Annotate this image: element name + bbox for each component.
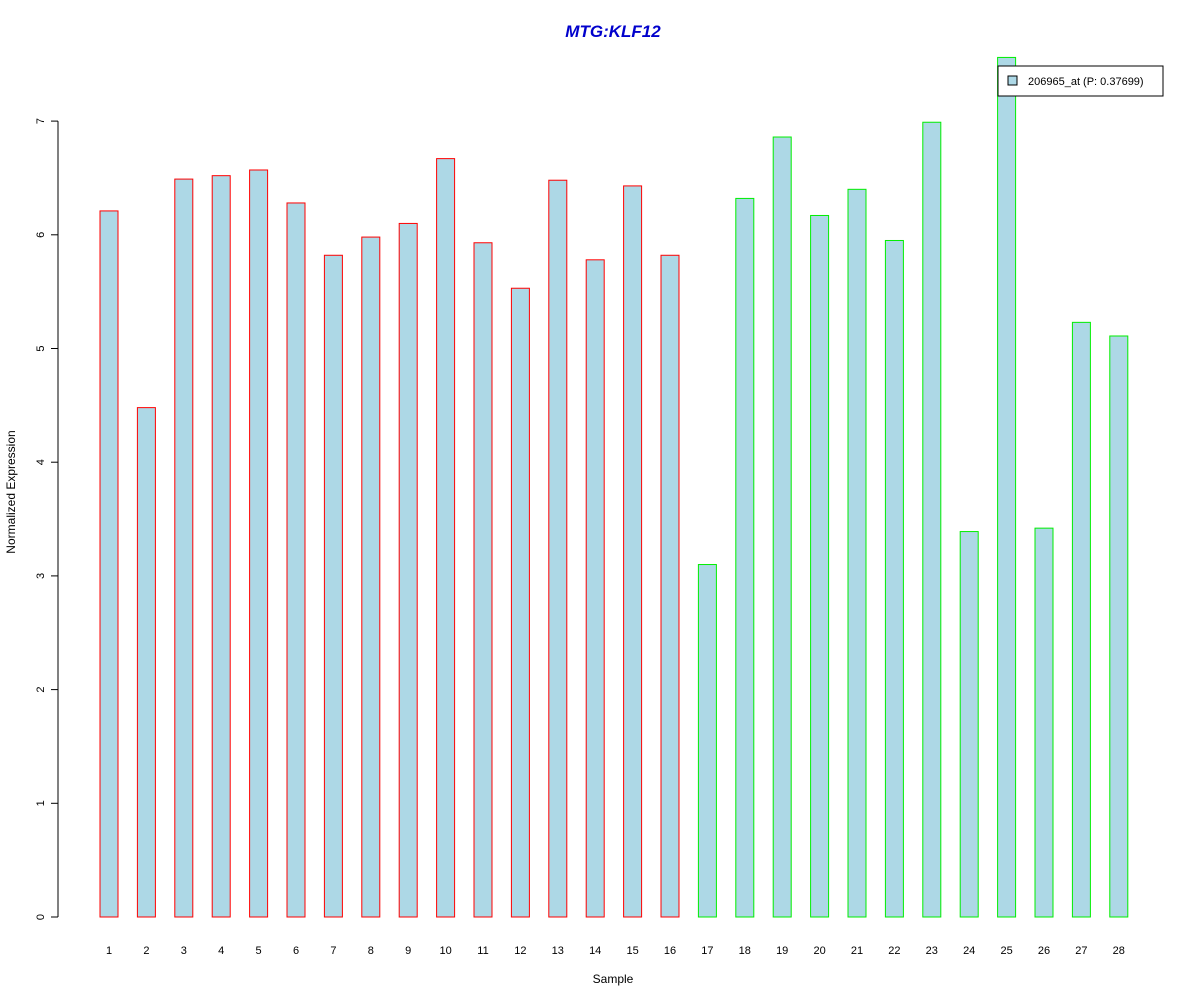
x-tick-label: 5 bbox=[256, 945, 262, 957]
y-axis: 0 1 2 3 4 5 6 7 bbox=[35, 118, 59, 920]
bar-sample-18 bbox=[735, 197, 755, 918]
bar-sample-21 bbox=[847, 188, 867, 918]
x-tick-label: 27 bbox=[1075, 945, 1087, 957]
bar-sample-25 bbox=[997, 56, 1017, 918]
bar-sample-11 bbox=[473, 242, 493, 918]
x-tick-label: 16 bbox=[664, 945, 676, 957]
x-tick-label: 22 bbox=[888, 945, 900, 957]
bar-sample-12 bbox=[510, 287, 530, 918]
bar-sample-22 bbox=[884, 239, 904, 918]
bar-sample-19 bbox=[772, 136, 792, 918]
y-tick-label: 5 bbox=[35, 345, 47, 351]
bar-sample-9 bbox=[398, 222, 418, 918]
bar-sample-10 bbox=[436, 158, 456, 918]
y-tick-label: 4 bbox=[35, 459, 47, 465]
x-tick-label: 11 bbox=[477, 945, 488, 957]
x-tick-label: 2 bbox=[143, 945, 149, 957]
bars bbox=[99, 56, 1129, 918]
bar-sample-6 bbox=[286, 202, 306, 918]
x-tick-label: 23 bbox=[926, 945, 938, 957]
legend: 206965_at (P: 0.37699) bbox=[997, 65, 1164, 97]
x-tick-label: 25 bbox=[1000, 945, 1012, 957]
x-tick-label: 26 bbox=[1038, 945, 1050, 957]
y-tick-label: 0 bbox=[35, 914, 47, 920]
x-tick-label: 20 bbox=[813, 945, 825, 957]
x-tick-label: 13 bbox=[552, 945, 564, 957]
y-tick-label: 2 bbox=[35, 687, 47, 693]
x-tick-label: 18 bbox=[739, 945, 751, 957]
bar-sample-15 bbox=[623, 185, 643, 918]
x-axis-label: Sample bbox=[593, 972, 634, 986]
bar-sample-1 bbox=[99, 210, 119, 918]
x-tick-label: 19 bbox=[776, 945, 788, 957]
x-tick-label: 7 bbox=[330, 945, 336, 957]
bar-sample-2 bbox=[136, 407, 156, 918]
bar-sample-26 bbox=[1034, 527, 1054, 918]
y-tick-label: 3 bbox=[35, 573, 47, 579]
x-tick-label: 17 bbox=[701, 945, 713, 957]
x-tick-label: 8 bbox=[368, 945, 374, 957]
bar-sample-3 bbox=[174, 178, 194, 918]
x-tick-label: 4 bbox=[218, 945, 224, 957]
y-tick-label: 6 bbox=[35, 232, 47, 238]
bar-sample-27 bbox=[1071, 321, 1091, 918]
bar-sample-16 bbox=[660, 254, 680, 918]
x-tick-label: 28 bbox=[1113, 945, 1125, 957]
x-tick-label: 12 bbox=[514, 945, 526, 957]
bar-sample-14 bbox=[585, 259, 605, 918]
bar-sample-17 bbox=[697, 564, 717, 918]
bar-sample-4 bbox=[211, 175, 231, 918]
x-tick-label: 14 bbox=[589, 945, 601, 957]
x-tick-labels: 1 2 3 4 5 6 7 8 9 10 11 12 13 14 15 16 17 18 19 20 21 22 23 24 2… bbox=[106, 945, 1125, 957]
x-tick-label: 15 bbox=[626, 945, 638, 957]
x-tick-label: 10 bbox=[439, 945, 451, 957]
bar-sample-7 bbox=[323, 254, 343, 918]
x-tick-label: 21 bbox=[851, 945, 863, 957]
bar-sample-5 bbox=[249, 169, 269, 918]
bar-sample-13 bbox=[548, 179, 568, 918]
x-tick-label: 3 bbox=[181, 945, 187, 957]
x-tick-label: 1 bbox=[106, 945, 112, 957]
bar-sample-24 bbox=[959, 531, 979, 918]
bar-sample-23 bbox=[922, 121, 942, 918]
y-tick-label: 1 bbox=[35, 800, 47, 806]
legend-box bbox=[997, 65, 1164, 97]
bar-sample-20 bbox=[810, 214, 830, 918]
x-tick-label: 6 bbox=[293, 945, 299, 957]
y-axis-label: Normalized Expression bbox=[4, 430, 18, 553]
bar-sample-28 bbox=[1109, 335, 1129, 918]
x-tick-label: 9 bbox=[405, 945, 411, 957]
y-tick-label: 7 bbox=[35, 118, 47, 124]
legend-label: 206965_at (P: 0.37699) bbox=[1028, 76, 1144, 88]
chart-title: MTG:KLF12 bbox=[565, 22, 661, 41]
bar-sample-8 bbox=[361, 236, 381, 918]
legend-swatch bbox=[1007, 75, 1018, 86]
x-tick-label: 24 bbox=[963, 945, 975, 957]
